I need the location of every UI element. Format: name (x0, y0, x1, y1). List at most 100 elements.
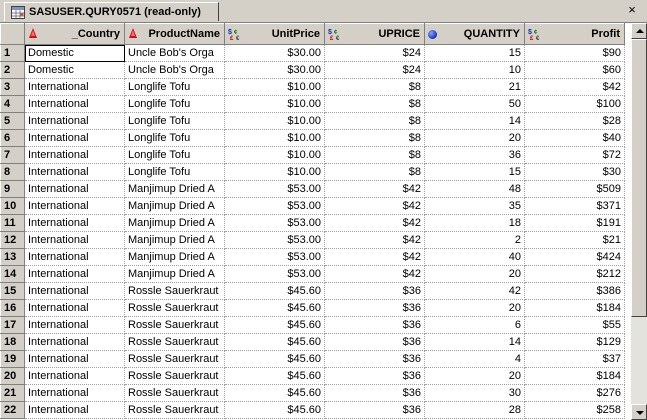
table-row[interactable]: 7 International Longlife Tofu $10.00 $8 36 $72 (0, 146, 625, 164)
table-row[interactable]: 10 International Manjimup Dried A $53.00 $42… (0, 197, 625, 215)
cell-unitprice[interactable]: $10.00 (224, 112, 325, 130)
cell-profit[interactable]: $30 (524, 163, 625, 181)
table-row[interactable]: 16 International Rossle Sauerkraut $45.60 $3… (0, 299, 625, 317)
row-number[interactable]: 12 (0, 231, 25, 249)
cell-unitprice[interactable]: $10.00 (224, 78, 325, 96)
row-number[interactable]: 19 (0, 350, 25, 368)
cell-uprice[interactable]: $42 (324, 180, 425, 198)
row-number[interactable]: 3 (0, 78, 25, 96)
cell-productname[interactable]: Longlife Tofu (124, 163, 225, 181)
cell-productname[interactable]: Rossle Sauerkraut (124, 282, 225, 300)
cell-unitprice[interactable]: $10.00 (224, 163, 325, 181)
row-number[interactable]: 7 (0, 146, 25, 164)
cell-unitprice[interactable]: $30.00 (224, 44, 325, 62)
cell-country[interactable]: International (24, 180, 125, 198)
row-number[interactable]: 1 (0, 44, 25, 62)
cell-quantity[interactable]: 30 (424, 384, 525, 402)
column-header-unitprice[interactable]: $ ¢ £ € UnitPrice (224, 23, 325, 45)
cell-unitprice[interactable]: $53.00 (224, 248, 325, 266)
cell-quantity[interactable]: 14 (424, 333, 525, 351)
cell-quantity[interactable]: 40 (424, 248, 525, 266)
cell-unitprice[interactable]: $53.00 (224, 231, 325, 249)
cell-quantity[interactable]: 20 (424, 265, 525, 283)
row-number[interactable]: 16 (0, 299, 25, 317)
cell-profit[interactable]: $37 (524, 350, 625, 368)
table-row[interactable]: 5 International Longlife Tofu $10.00 $8 14 $28 (0, 112, 625, 130)
cell-uprice[interactable]: $36 (324, 316, 425, 334)
table-row[interactable]: 3 International Longlife Tofu $10.00 $8 21 $42 (0, 78, 625, 96)
cell-country[interactable]: International (24, 214, 125, 232)
cell-uprice[interactable]: $8 (324, 146, 425, 164)
cell-profit[interactable]: $184 (524, 299, 625, 317)
cell-country[interactable]: International (24, 282, 125, 300)
table-row[interactable]: 21 International Rossle Sauerkraut $45.60 $3… (0, 384, 625, 402)
cell-uprice[interactable]: $42 (324, 265, 425, 283)
table-row[interactable]: 12 International Manjimup Dried A $53.00 $42… (0, 231, 625, 249)
cell-profit[interactable]: $55 (524, 316, 625, 334)
cell-quantity[interactable]: 20 (424, 129, 525, 147)
cell-productname[interactable]: Rossle Sauerkraut (124, 367, 225, 385)
cell-unitprice[interactable]: $10.00 (224, 146, 325, 164)
cell-profit[interactable]: $60 (524, 61, 625, 79)
cell-uprice[interactable]: $42 (324, 214, 425, 232)
cell-quantity[interactable]: 42 (424, 282, 525, 300)
cell-quantity[interactable]: 48 (424, 180, 525, 198)
cell-profit[interactable]: $258 (524, 401, 625, 419)
scroll-down-button[interactable] (631, 404, 647, 420)
cell-productname[interactable]: Rossle Sauerkraut (124, 299, 225, 317)
cell-unitprice[interactable]: $53.00 (224, 197, 325, 215)
cell-country[interactable]: International (24, 231, 125, 249)
table-row[interactable]: 19 International Rossle Sauerkraut $45.60 $3… (0, 350, 625, 368)
cell-profit[interactable]: $90 (524, 44, 625, 62)
close-icon[interactable]: × (628, 2, 636, 17)
table-row[interactable]: 9 International Manjimup Dried A $53.00 $42 4… (0, 180, 625, 198)
cell-unitprice[interactable]: $45.60 (224, 299, 325, 317)
row-number[interactable]: 18 (0, 333, 25, 351)
cell-country[interactable]: International (24, 163, 125, 181)
cell-unitprice[interactable]: $53.00 (224, 214, 325, 232)
table-row[interactable]: 13 International Manjimup Dried A $53.00 $42… (0, 248, 625, 266)
column-header-profit[interactable]: $ ¢ £ € Profit (524, 23, 625, 45)
table-tab[interactable]: SASUSER.QURY0571 (read-only) (4, 2, 219, 21)
cell-profit[interactable]: $191 (524, 214, 625, 232)
cell-profit[interactable]: $129 (524, 333, 625, 351)
cell-quantity[interactable]: 35 (424, 197, 525, 215)
cell-productname[interactable]: Longlife Tofu (124, 146, 225, 164)
cell-country[interactable]: International (24, 265, 125, 283)
cell-unitprice[interactable]: $45.60 (224, 401, 325, 419)
cell-profit[interactable]: $100 (524, 95, 625, 113)
cell-unitprice[interactable]: $53.00 (224, 265, 325, 283)
table-row[interactable]: 4 International Longlife Tofu $10.00 $8 50 $10… (0, 95, 625, 113)
cell-uprice[interactable]: $36 (324, 333, 425, 351)
cell-productname[interactable]: Rossle Sauerkraut (124, 401, 225, 419)
cell-country[interactable]: International (24, 95, 125, 113)
cell-profit[interactable]: $371 (524, 197, 625, 215)
vertical-scrollbar[interactable] (631, 23, 647, 420)
cell-productname[interactable]: Manjimup Dried A (124, 265, 225, 283)
cell-uprice[interactable]: $24 (324, 61, 425, 79)
cell-uprice[interactable]: $8 (324, 78, 425, 96)
row-number[interactable]: 2 (0, 61, 25, 79)
cell-quantity[interactable]: 28 (424, 401, 525, 419)
row-number[interactable]: 13 (0, 248, 25, 266)
scroll-up-button[interactable] (631, 23, 647, 39)
cell-country[interactable]: International (24, 333, 125, 351)
cell-uprice[interactable]: $36 (324, 401, 425, 419)
table-row[interactable]: 11 International Manjimup Dried A $53.00 $42… (0, 214, 625, 232)
row-number[interactable]: 5 (0, 112, 25, 130)
cell-uprice[interactable]: $36 (324, 367, 425, 385)
table-row[interactable]: 8 International Longlife Tofu $10.00 $8 15 $30 (0, 163, 625, 181)
cell-quantity[interactable]: 36 (424, 146, 525, 164)
row-number[interactable]: 14 (0, 265, 25, 283)
cell-country[interactable]: International (24, 112, 125, 130)
cell-uprice[interactable]: $42 (324, 197, 425, 215)
column-header-uprice[interactable]: $ ¢ £ € UPRICE (324, 23, 425, 45)
cell-quantity[interactable]: 6 (424, 316, 525, 334)
table-row[interactable]: 1 Domestic Uncle Bob's Orga $30.00 $24 15 $90 (0, 44, 625, 62)
cell-country[interactable]: International (24, 384, 125, 402)
cell-quantity[interactable]: 21 (424, 78, 525, 96)
column-header-quantity[interactable]: QUANTITY (424, 23, 525, 45)
cell-profit[interactable]: $40 (524, 129, 625, 147)
cell-uprice[interactable]: $8 (324, 163, 425, 181)
cell-uprice[interactable]: $42 (324, 248, 425, 266)
